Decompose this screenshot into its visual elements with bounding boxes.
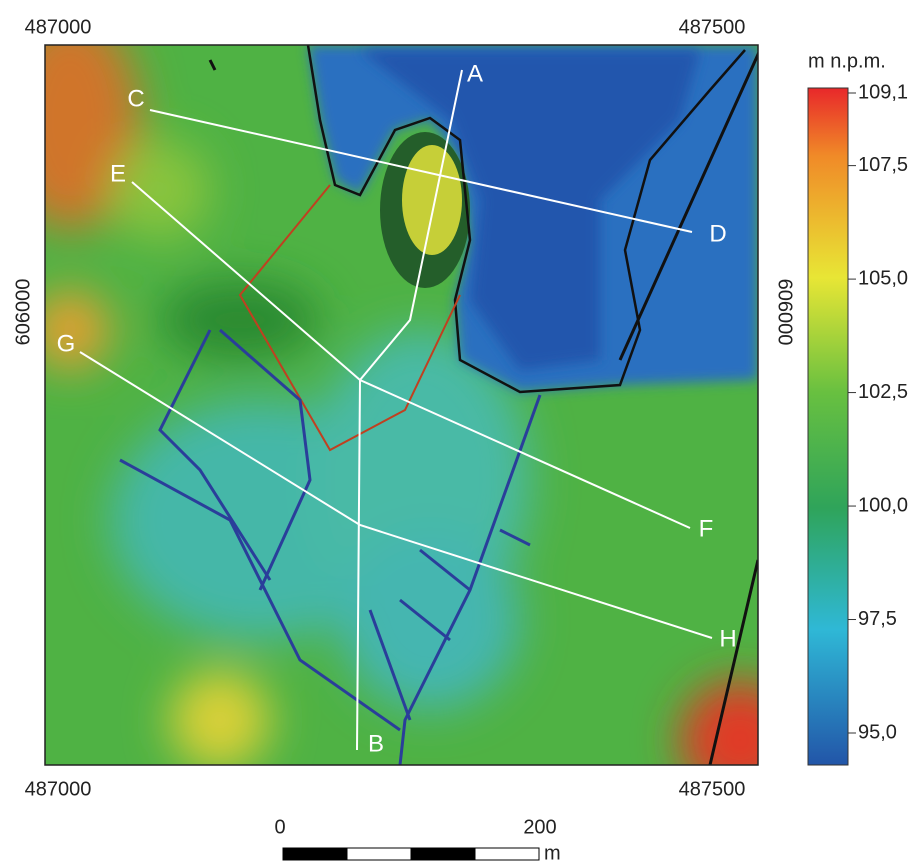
legend-title: m n.p.m. (808, 50, 886, 72)
profile-label: D (709, 220, 726, 247)
profile-label: B (368, 730, 384, 757)
legend-tick-label: 107,5 (858, 154, 908, 176)
legend-tick-label: 109,1 (858, 81, 908, 103)
coord-label: 606000 (774, 279, 796, 346)
scale-label: 0 (274, 816, 285, 838)
scale-bar-segment (411, 848, 475, 860)
profile-label: C (127, 85, 144, 112)
legend-colorbar (808, 88, 848, 765)
coord-label: 487500 (679, 778, 746, 800)
legend-tick-label: 95,0 (858, 721, 897, 743)
terrain (0, 10, 800, 800)
scale-bar-segment (283, 848, 347, 860)
coord-label: 606000 (12, 279, 34, 346)
profile-label: A (467, 60, 483, 87)
scale-label: 200 (523, 816, 556, 838)
scale-unit: m (544, 842, 561, 862)
coord-label: 487000 (25, 16, 92, 38)
legend-tick-label: 102,5 (858, 381, 908, 403)
legend-tick-label: 97,5 (858, 608, 897, 630)
legend-tick-label: 105,0 (858, 267, 908, 289)
profile-label: H (719, 625, 736, 652)
map-figure: 487000 487000 487500 487500 606000 606000 A B C D… (0, 0, 922, 862)
scale-bar-segment (347, 848, 411, 860)
coord-label: 487500 (679, 16, 746, 38)
profile-label: E (110, 160, 126, 187)
legend-tick-label: 100,0 (858, 494, 908, 516)
coord-label: 487000 (25, 778, 92, 800)
scale-bar-segment (475, 848, 539, 860)
profile-label: F (699, 515, 714, 542)
profile-label: G (57, 330, 76, 357)
